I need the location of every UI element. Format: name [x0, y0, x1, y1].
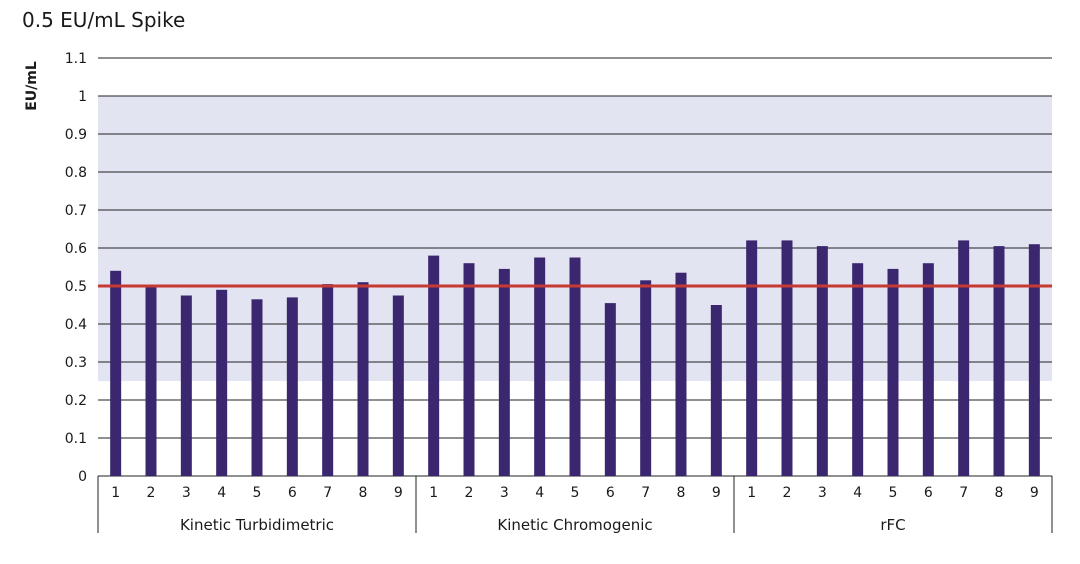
x-tick-label: 6: [288, 485, 297, 501]
x-tick-label: 3: [818, 485, 827, 501]
bar: [216, 289, 228, 476]
x-tick-label: 1: [429, 485, 438, 501]
x-tick-label: 5: [253, 485, 262, 501]
y-tick-label: 0.5: [65, 279, 87, 295]
x-tick-label: 5: [889, 485, 898, 501]
x-tick-label: 6: [924, 485, 933, 501]
x-tick-label: 8: [995, 485, 1004, 501]
y-tick-label: 0.6: [65, 241, 87, 257]
x-tick-label: 2: [465, 485, 474, 501]
y-axis-label: EU/mL: [24, 61, 40, 111]
group-label: rFC: [880, 516, 905, 534]
x-tick-label: 3: [500, 485, 509, 501]
x-tick-label: 6: [606, 485, 615, 501]
x-tick-label: 2: [147, 485, 156, 501]
x-tick-label: 4: [217, 485, 226, 501]
x-tick-label: 9: [712, 485, 721, 501]
bar: [286, 297, 298, 476]
y-tick-label: 0.2: [65, 393, 87, 409]
x-tick-label: 3: [182, 485, 191, 501]
bar: [392, 295, 404, 476]
x-tick-label: 7: [641, 485, 650, 501]
bar: [110, 270, 122, 476]
x-tick-label: 8: [359, 485, 368, 501]
bar: [569, 257, 581, 476]
x-tick-label: 2: [783, 485, 792, 501]
x-tick-label: 5: [571, 485, 580, 501]
y-tick-label: 0.7: [65, 203, 87, 219]
bar: [781, 240, 793, 476]
x-tick-label: 4: [853, 485, 862, 501]
bar: [887, 268, 899, 476]
bar: [922, 263, 934, 476]
bar: [322, 284, 334, 476]
y-tick-label: 0.1: [65, 431, 87, 447]
y-tick-label: 1: [78, 89, 87, 105]
bar: [463, 263, 475, 476]
bar: [993, 246, 1005, 476]
x-tick-label: 1: [747, 485, 756, 501]
bar: [958, 240, 970, 476]
x-tick-label: 7: [959, 485, 968, 501]
x-tick-label: 9: [1030, 485, 1039, 501]
x-tick-label: 9: [394, 485, 403, 501]
bar: [357, 282, 369, 476]
y-tick-label: 0.3: [65, 355, 87, 371]
bar: [746, 240, 758, 476]
y-tick-label: 1.1: [65, 51, 87, 67]
chart-title: 0.5 EU/mL Spike: [22, 8, 186, 32]
bar: [1028, 244, 1040, 476]
bar: [534, 257, 546, 476]
group-label: Kinetic Turbidimetric: [180, 516, 334, 534]
bar: [251, 299, 263, 476]
bar: [145, 286, 157, 476]
bar: [675, 272, 687, 476]
bar: [816, 246, 828, 476]
bar: [640, 280, 652, 476]
y-tick-label: 0: [78, 469, 87, 485]
bar: [428, 255, 440, 476]
bar: [852, 263, 864, 476]
bar: [710, 305, 722, 476]
bar: [498, 268, 510, 476]
y-tick-label: 0.9: [65, 127, 87, 143]
x-tick-label: 4: [535, 485, 544, 501]
group-label: Kinetic Chromogenic: [497, 516, 652, 534]
bar: [180, 295, 192, 476]
x-tick-label: 1: [111, 485, 120, 501]
y-tick-label: 0.4: [65, 317, 87, 333]
x-tick-label: 7: [323, 485, 332, 501]
y-tick-label: 0.8: [65, 165, 87, 181]
x-tick-label: 8: [677, 485, 686, 501]
bar: [604, 303, 616, 476]
